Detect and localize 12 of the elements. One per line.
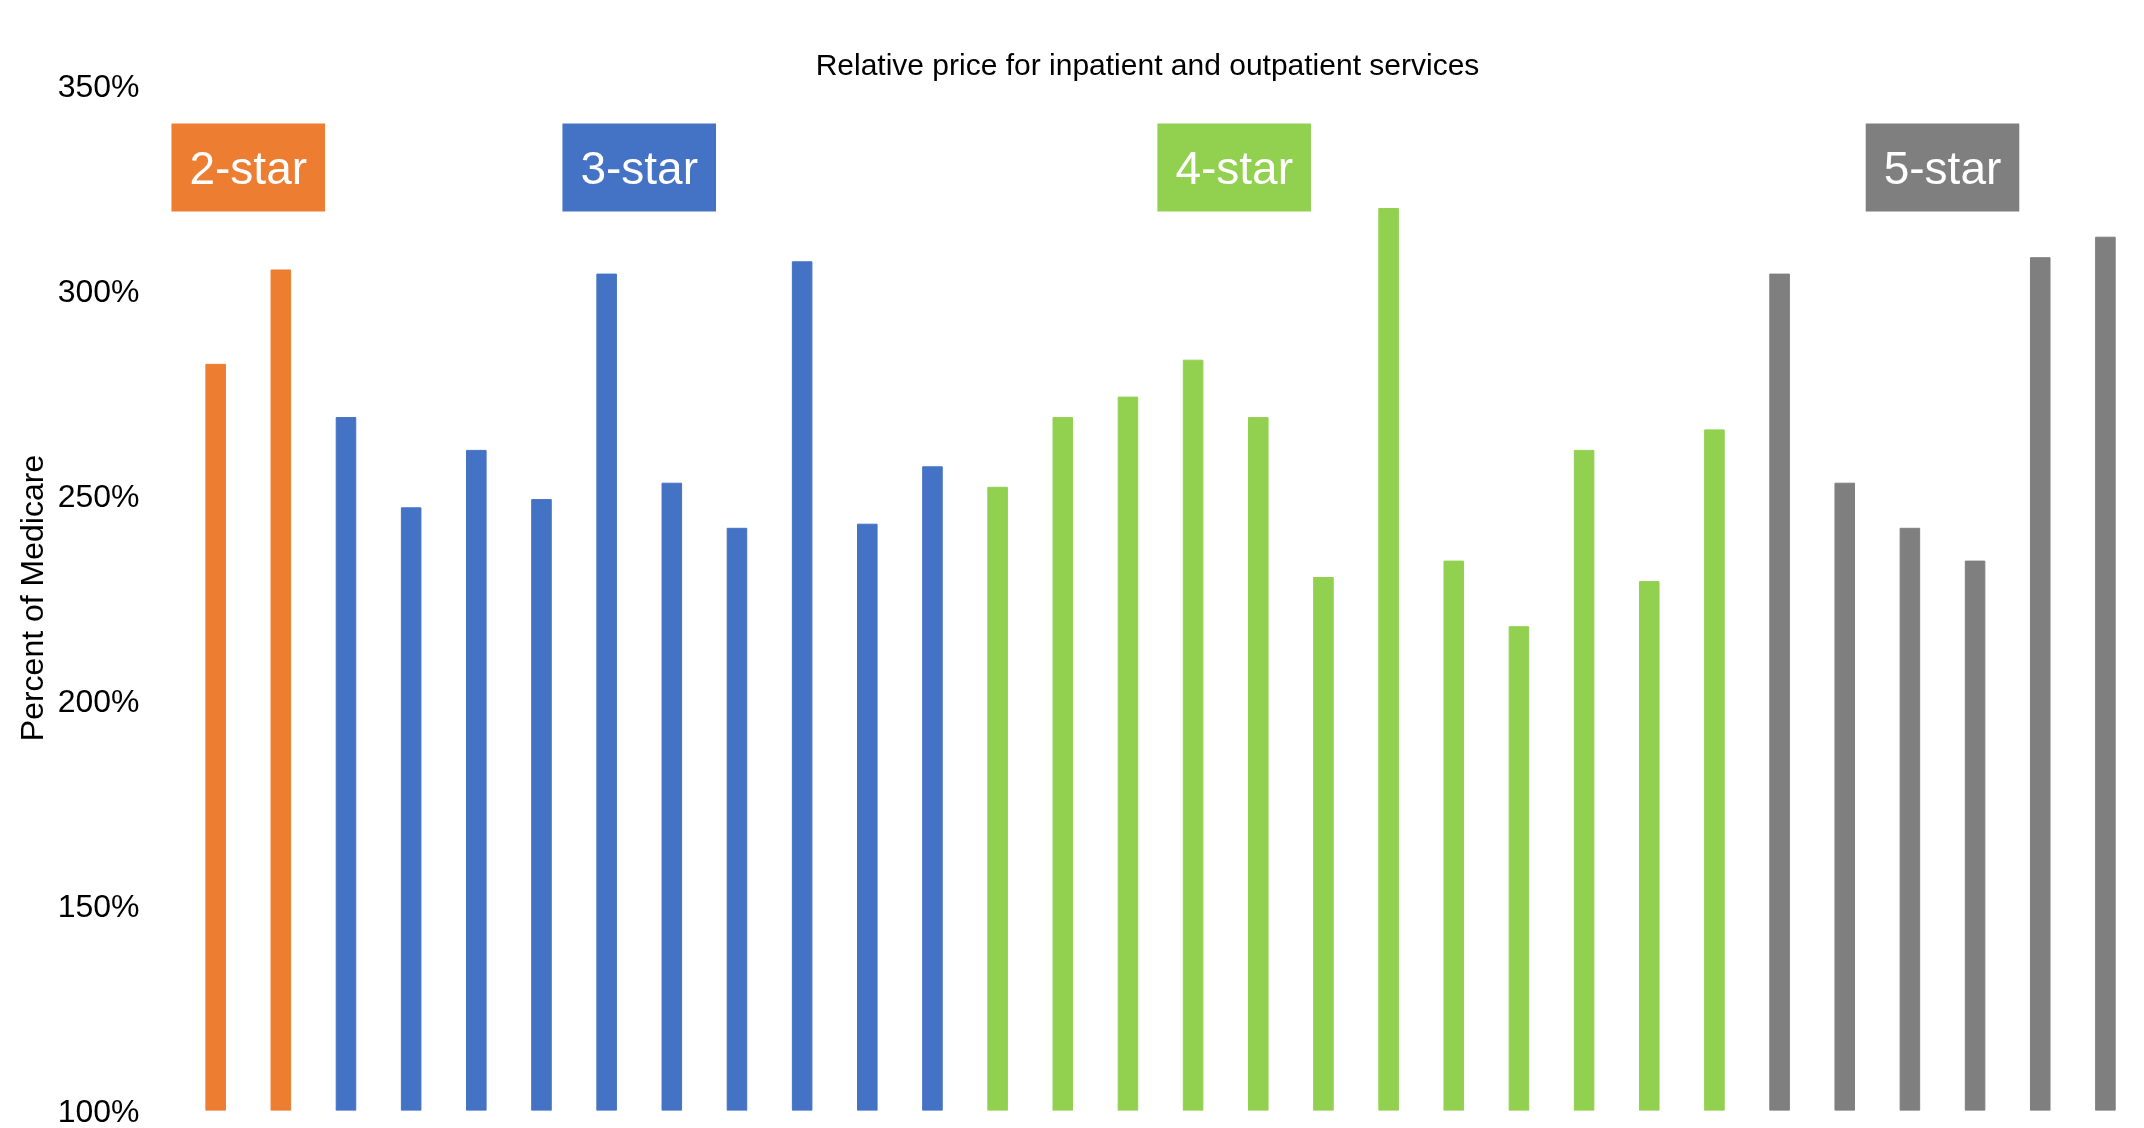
chart-title: Relative price for inpatient and outpatient services — [815, 47, 1480, 81]
annotation: 2-star — [189, 141, 308, 194]
annotation: 4-star — [1175, 141, 1293, 194]
y-tick-label: 100% — [57, 1092, 140, 1128]
y-tick-label: 200% — [57, 682, 140, 719]
y-tick-label: 300% — [57, 272, 140, 309]
y-axis-title: Percent of Medicare — [13, 454, 50, 742]
y-tick-label: 150% — [57, 887, 140, 924]
y-tick-label: 250% — [57, 477, 140, 514]
annotation: 5-star — [1883, 141, 2002, 194]
y-tick-label: 350% — [57, 67, 140, 104]
annotation: 3-star — [580, 141, 699, 194]
